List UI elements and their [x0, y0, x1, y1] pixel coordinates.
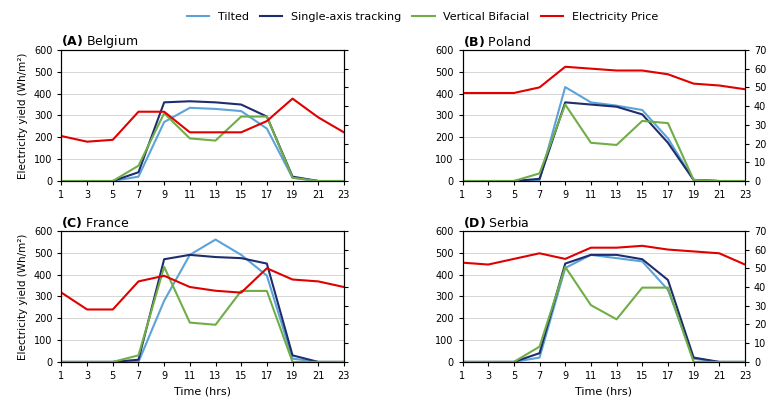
Text: $\mathbf{(A)}$ Belgium: $\mathbf{(A)}$ Belgium: [61, 33, 139, 50]
Y-axis label: Electricity yield (Wh/m²): Electricity yield (Wh/m²): [18, 233, 28, 359]
Text: $\mathbf{(B)}$ Poland: $\mathbf{(B)}$ Poland: [462, 34, 531, 49]
Y-axis label: Electricity yield (Wh/m²): Electricity yield (Wh/m²): [18, 52, 28, 178]
Legend: Tilted, Single-axis tracking, Vertical Bifacial, Electricity Price: Tilted, Single-axis tracking, Vertical B…: [182, 7, 663, 27]
X-axis label: Time (hrs): Time (hrs): [174, 386, 231, 396]
Text: $\mathbf{(D)}$ Serbia: $\mathbf{(D)}$ Serbia: [462, 215, 529, 230]
X-axis label: Time (hrs): Time (hrs): [575, 386, 632, 396]
Text: $\mathbf{(C)}$ France: $\mathbf{(C)}$ France: [61, 215, 130, 230]
